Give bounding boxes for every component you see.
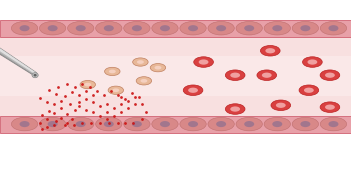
Ellipse shape [264, 117, 291, 131]
Ellipse shape [152, 21, 178, 35]
Ellipse shape [124, 117, 150, 131]
Ellipse shape [95, 21, 122, 35]
Ellipse shape [320, 102, 340, 112]
Ellipse shape [160, 25, 170, 31]
Ellipse shape [95, 117, 122, 131]
Ellipse shape [244, 25, 254, 31]
Ellipse shape [68, 21, 94, 35]
Ellipse shape [300, 121, 310, 127]
Ellipse shape [188, 88, 198, 93]
Ellipse shape [124, 21, 150, 35]
Ellipse shape [230, 106, 240, 112]
Ellipse shape [299, 85, 319, 96]
Ellipse shape [199, 59, 208, 65]
Ellipse shape [84, 83, 91, 86]
Ellipse shape [80, 80, 95, 89]
Ellipse shape [180, 117, 206, 131]
Ellipse shape [140, 79, 147, 83]
Ellipse shape [76, 25, 86, 31]
Ellipse shape [183, 85, 203, 96]
Ellipse shape [265, 48, 275, 53]
Ellipse shape [68, 117, 94, 131]
Ellipse shape [39, 21, 66, 35]
Ellipse shape [136, 77, 152, 85]
Ellipse shape [320, 117, 347, 131]
Ellipse shape [48, 25, 58, 31]
Bar [0, 37, 351, 116]
Ellipse shape [236, 117, 263, 131]
Ellipse shape [307, 59, 317, 65]
Ellipse shape [160, 121, 170, 127]
Ellipse shape [304, 88, 314, 93]
Ellipse shape [180, 21, 206, 35]
Ellipse shape [225, 104, 245, 114]
Polygon shape [0, 30, 35, 76]
Ellipse shape [236, 21, 263, 35]
Ellipse shape [303, 57, 322, 67]
Ellipse shape [208, 117, 234, 131]
Ellipse shape [329, 25, 338, 31]
Ellipse shape [132, 121, 142, 127]
Ellipse shape [104, 121, 114, 127]
Ellipse shape [329, 121, 338, 127]
Ellipse shape [20, 25, 29, 31]
Ellipse shape [320, 21, 347, 35]
Ellipse shape [325, 105, 335, 110]
Ellipse shape [257, 70, 277, 80]
Ellipse shape [260, 45, 280, 56]
Ellipse shape [48, 121, 58, 127]
Ellipse shape [208, 21, 234, 35]
Ellipse shape [300, 25, 310, 31]
Ellipse shape [132, 25, 142, 31]
Ellipse shape [216, 121, 226, 127]
Ellipse shape [108, 86, 124, 94]
Bar [0, 56, 351, 96]
Ellipse shape [262, 73, 272, 78]
Ellipse shape [154, 66, 161, 70]
Ellipse shape [150, 64, 166, 72]
Ellipse shape [20, 121, 29, 127]
Ellipse shape [276, 103, 286, 108]
Ellipse shape [105, 67, 120, 76]
Ellipse shape [188, 25, 198, 31]
Ellipse shape [292, 117, 319, 131]
Polygon shape [0, 26, 37, 74]
Ellipse shape [32, 73, 38, 78]
Ellipse shape [230, 73, 240, 78]
Ellipse shape [109, 70, 116, 73]
Ellipse shape [137, 60, 144, 64]
Ellipse shape [271, 100, 291, 111]
Ellipse shape [104, 25, 114, 31]
Ellipse shape [325, 73, 335, 78]
Ellipse shape [216, 25, 226, 31]
Bar [0, 116, 351, 133]
Bar [0, 20, 351, 37]
Ellipse shape [264, 21, 291, 35]
Ellipse shape [12, 21, 38, 35]
Ellipse shape [112, 88, 119, 92]
Polygon shape [0, 26, 37, 76]
Ellipse shape [244, 121, 254, 127]
Ellipse shape [194, 57, 213, 67]
Ellipse shape [272, 25, 282, 31]
Ellipse shape [39, 117, 66, 131]
Ellipse shape [188, 121, 198, 127]
Ellipse shape [76, 121, 86, 127]
Ellipse shape [320, 70, 340, 80]
Ellipse shape [292, 21, 319, 35]
Ellipse shape [34, 74, 37, 77]
Ellipse shape [12, 117, 38, 131]
Ellipse shape [272, 121, 282, 127]
Ellipse shape [152, 117, 178, 131]
Ellipse shape [133, 58, 148, 66]
Ellipse shape [225, 70, 245, 80]
